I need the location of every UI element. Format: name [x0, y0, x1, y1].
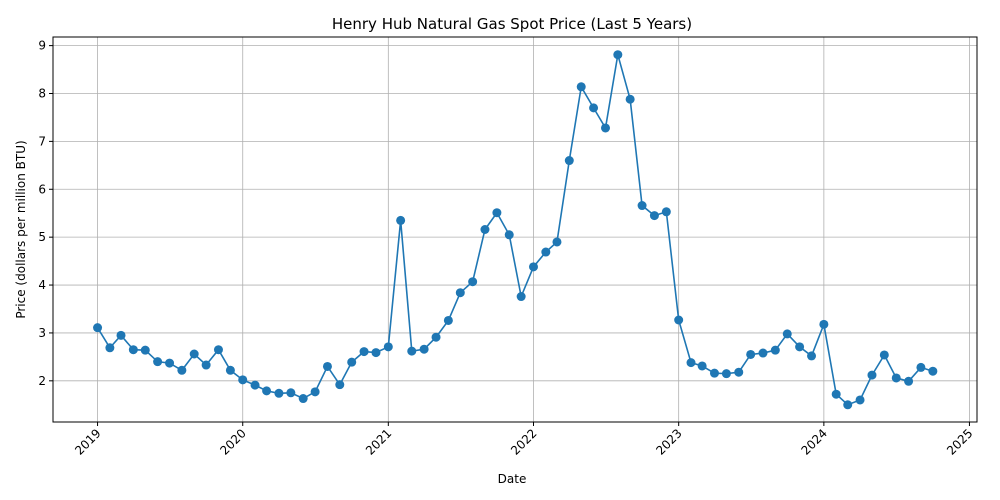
data-point: [165, 358, 175, 368]
data-point: [468, 277, 478, 287]
data-point: [492, 208, 502, 218]
data-point: [697, 361, 707, 371]
plot-frame: [52, 36, 978, 423]
data-point: [613, 50, 623, 60]
data-point: [552, 237, 562, 247]
data-point: [201, 360, 211, 370]
data-point: [213, 345, 223, 355]
data-point: [310, 387, 320, 397]
data-point: [770, 345, 780, 355]
y-tick-label: 2: [38, 374, 46, 388]
data-point: [128, 345, 138, 355]
data-point: [298, 394, 308, 404]
data-point: [396, 215, 406, 225]
chart-title: Henry Hub Natural Gas Spot Price (Last 5…: [332, 15, 692, 33]
data-point: [347, 357, 357, 367]
data-point: [322, 361, 332, 371]
data-point: [383, 342, 393, 352]
data-point: [443, 315, 453, 325]
data-point: [637, 201, 647, 211]
data-point: [262, 386, 272, 396]
data-point: [93, 323, 103, 333]
data-point: [177, 365, 187, 375]
data-point: [928, 366, 938, 376]
data-point: [576, 82, 586, 92]
data-point: [649, 211, 659, 221]
y-tick-label: 6: [38, 182, 46, 196]
data-point: [661, 207, 671, 217]
data-point: [819, 319, 829, 329]
data-point: [600, 123, 610, 133]
y-axis-label: Price (dollars per million BTU): [14, 140, 28, 318]
data-point: [407, 346, 417, 356]
data-point: [709, 368, 719, 378]
data-point: [795, 342, 805, 352]
data-point: [674, 315, 684, 325]
data-point: [721, 369, 731, 379]
data-point: [589, 103, 599, 113]
data-point: [782, 329, 792, 339]
grid: [53, 37, 977, 422]
data-point: [274, 388, 284, 398]
data-point: [746, 349, 756, 359]
data-point: [431, 332, 441, 342]
data-point: [153, 357, 163, 367]
data-point: [116, 330, 126, 340]
y-tick-label: 7: [38, 134, 46, 148]
data-point: [105, 343, 115, 353]
data-point: [843, 400, 853, 410]
data-point: [734, 367, 744, 377]
x-tick-label: 2023: [653, 426, 684, 457]
y-tick-label: 4: [38, 278, 46, 292]
data-point: [286, 388, 296, 398]
data-point: [516, 292, 526, 302]
data-point: [564, 156, 574, 166]
data-point: [250, 380, 260, 390]
data-point: [625, 94, 635, 104]
data-point: [504, 230, 514, 240]
data-point: [225, 365, 235, 375]
data-point: [758, 348, 768, 358]
data-point: [335, 380, 345, 390]
x-axis: 2019 2020 2021 2022 2023 2024 2025: [72, 422, 976, 458]
data-point: [541, 247, 551, 257]
data-point: [867, 370, 877, 380]
data-point: [916, 362, 926, 372]
data-point: [140, 345, 150, 355]
y-tick-label: 9: [38, 39, 46, 53]
x-tick-label: 2024: [798, 426, 829, 457]
data-point: [238, 375, 248, 385]
x-axis-label: Date: [498, 472, 527, 486]
data-point: [891, 373, 901, 383]
data-point: [359, 347, 369, 357]
data-point: [371, 348, 381, 358]
data-point: [831, 389, 841, 399]
y-tick-label: 3: [38, 326, 46, 340]
data-point: [904, 376, 914, 386]
data-point: [686, 358, 696, 368]
data-point: [879, 350, 889, 360]
data-point: [189, 349, 199, 359]
y-axis: 2 3 4 5 6 7 8 9: [38, 39, 53, 388]
x-tick-label: 2020: [217, 426, 248, 457]
data-point: [528, 262, 538, 272]
data-point: [855, 395, 865, 405]
series: [93, 50, 938, 410]
x-tick-label: 2021: [363, 426, 394, 457]
series-line: [96, 54, 934, 406]
x-tick-label: 2025: [944, 426, 975, 457]
data-point: [480, 225, 490, 234]
data-point: [455, 288, 465, 298]
data-point: [807, 351, 817, 361]
x-tick-label: 2022: [508, 426, 539, 457]
y-tick-label: 5: [38, 230, 46, 244]
x-tick-label: 2019: [72, 426, 103, 457]
data-point: [419, 344, 429, 354]
y-tick-label: 8: [38, 87, 46, 101]
